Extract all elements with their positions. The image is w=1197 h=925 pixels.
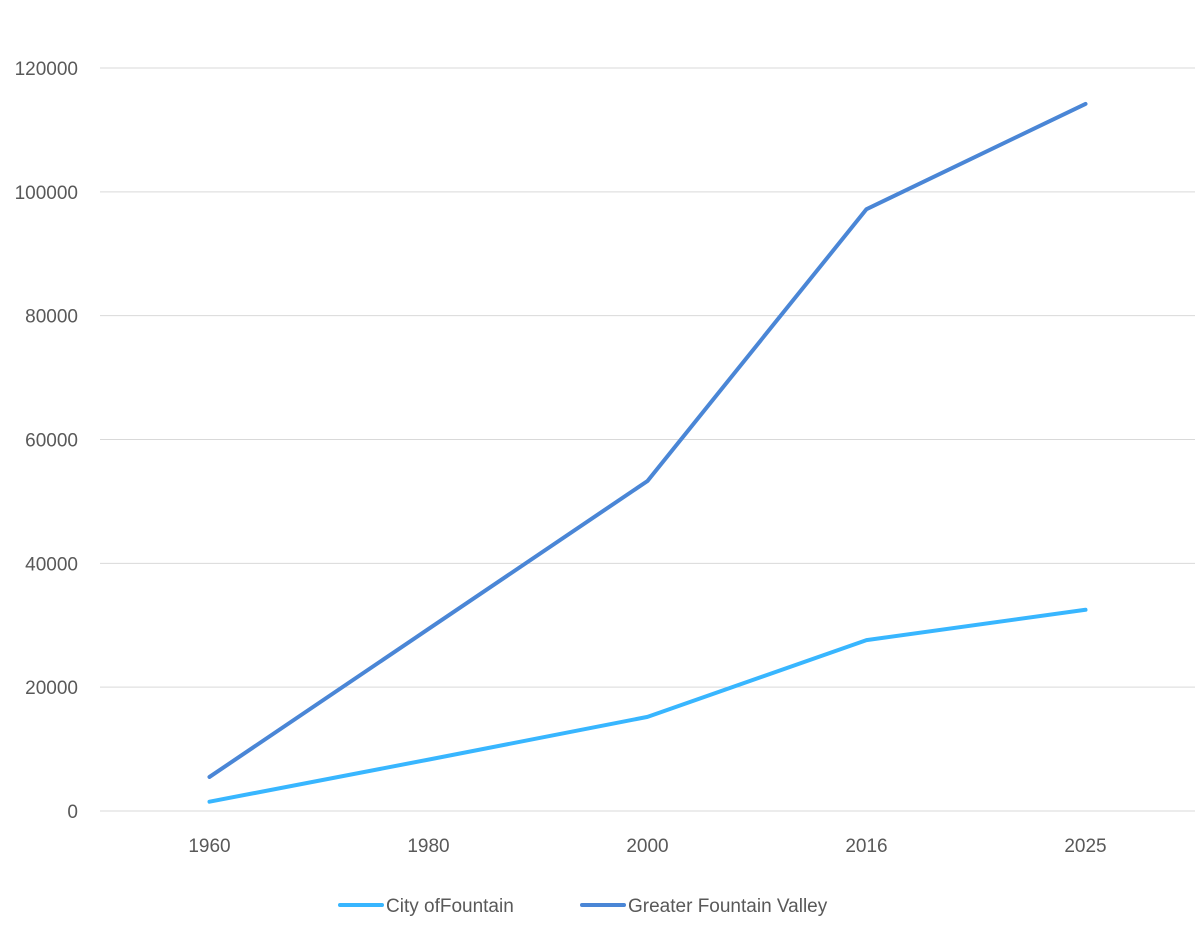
series-line-1 [210,104,1086,777]
y-tick-label: 80000 [25,307,78,328]
x-tick-label: 2025 [1064,836,1106,857]
y-tick-label: 20000 [25,678,78,699]
y-tick-label: 100000 [15,183,78,204]
x-tick-label: 1960 [188,836,230,857]
legend-label: Greater Fountain Valley [628,896,828,917]
x-tick-label: 1980 [407,836,449,857]
legend-label: City ofFountain [386,896,514,917]
y-tick-label: 40000 [25,554,78,575]
x-tick-label: 2016 [845,836,887,857]
y-tick-label: 60000 [25,431,78,452]
y-tick-label: 120000 [15,59,78,80]
x-tick-label: 2000 [626,836,668,857]
series-line-0 [210,610,1086,802]
y-tick-label: 0 [67,802,78,823]
